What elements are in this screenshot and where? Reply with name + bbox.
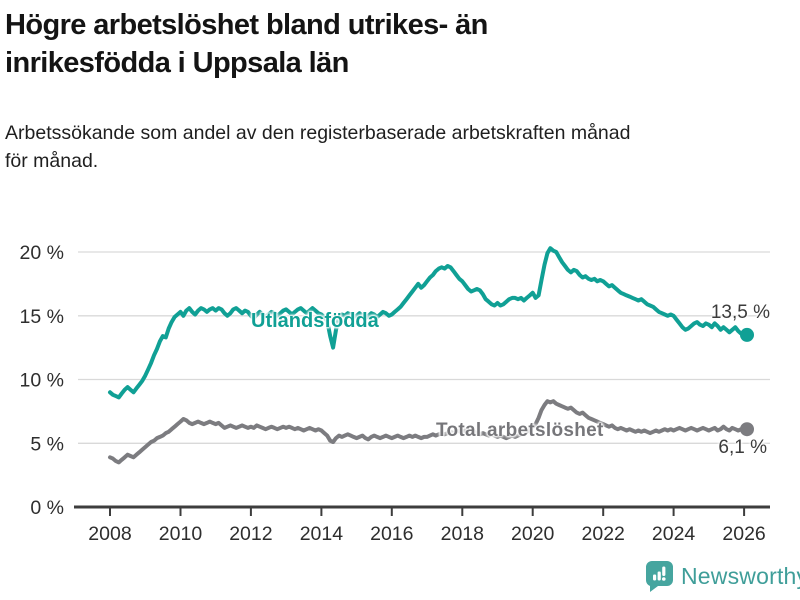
bar-small: [653, 574, 657, 581]
x-tick-label: 2026: [722, 523, 765, 545]
brand-wordmark: Newsworthy: [681, 563, 800, 589]
x-tick-label: 2020: [511, 523, 555, 545]
series-line-utlandsfodda: [108, 246, 749, 400]
series-label-utlandsfodda: Utlandsfödda: [251, 310, 379, 332]
y-tick-label: 15 %: [20, 306, 64, 328]
end-value-label-utlandsfodda: 13,5 %: [710, 302, 770, 323]
x-tick-label: 2016: [370, 523, 413, 545]
newsworthy-brand-link[interactable]: Newsworthy: [645, 560, 800, 593]
title-line-1: Högre arbetslöshet bland utrikes- än: [5, 9, 488, 41]
x-tick-label: 2014: [300, 523, 344, 545]
x-tick-label: 2008: [88, 523, 131, 545]
end-dot-total: [740, 422, 754, 437]
title-line-2: inrikesfödda i Uppsala län: [5, 47, 349, 79]
y-tick-label: 0 %: [30, 497, 64, 519]
exclamation-bar: [662, 566, 666, 576]
series-label-total-arbetsloshet: Total arbetslöshet: [436, 420, 604, 441]
series-line-total: [108, 399, 749, 465]
subtitle-line-2: för månad.: [5, 150, 99, 172]
x-tick-label: 2010: [159, 523, 203, 545]
end-dot-utlandsfodda: [740, 327, 754, 342]
chart-subtitle: Arbetssökande som andel av den registerb…: [5, 119, 785, 175]
bar-medium: [657, 571, 661, 581]
exclamation-dot: [662, 577, 666, 581]
y-tick-label: 10 %: [20, 370, 64, 392]
end-value-label-total: 6,1 %: [718, 437, 767, 458]
newsworthy-logo-icon: [645, 561, 673, 592]
subtitle-line-1: Arbetssökande som andel av den registerb…: [5, 122, 631, 144]
x-tick-label: 2012: [229, 523, 272, 545]
x-tick-label: 2018: [441, 523, 484, 545]
y-tick-label: 20 %: [20, 242, 64, 264]
x-tick-label: 2022: [582, 523, 625, 545]
y-tick-label: 5 %: [30, 433, 64, 455]
x-tick-label: 2024: [652, 523, 696, 545]
page-title: Högre arbetslöshet bland utrikes- än inr…: [5, 6, 785, 82]
